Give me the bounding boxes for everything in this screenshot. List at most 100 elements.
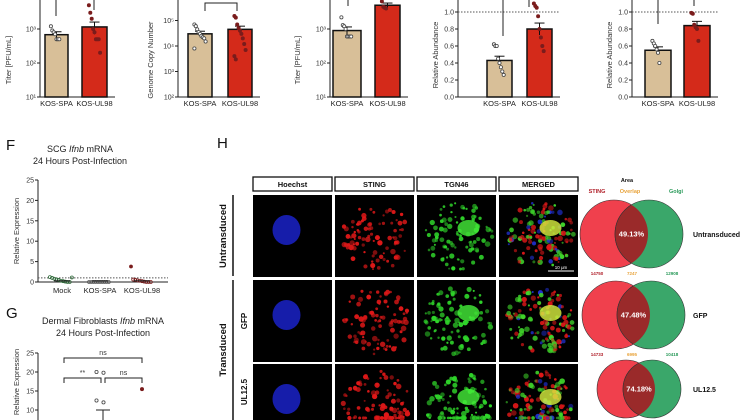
fluorescence-puncta xyxy=(448,300,452,304)
fluorescence-puncta xyxy=(518,410,524,416)
significance-bracket xyxy=(104,377,143,383)
fluorescence-puncta xyxy=(366,294,372,300)
y-axis-label: Genome Copy Number xyxy=(146,21,155,99)
panel-label-f: F xyxy=(6,137,15,154)
data-point xyxy=(240,36,245,41)
chart-subtitle: 24 Hours Post-Infection xyxy=(33,156,127,166)
fluorescence-puncta xyxy=(446,247,450,251)
fluorescence-puncta xyxy=(370,262,376,269)
fluorescence-puncta xyxy=(375,307,379,311)
fluorescence-puncta xyxy=(560,305,564,309)
fluorescence-puncta xyxy=(428,416,432,420)
fluorescence-puncta xyxy=(431,301,435,306)
fluorescence-puncta xyxy=(535,370,540,375)
fluorescence-puncta xyxy=(394,299,399,305)
fluorescence-puncta xyxy=(445,294,450,298)
fluorescence-puncta xyxy=(475,411,478,414)
category-label: KOS-UL98 xyxy=(521,99,557,108)
fluorescence-puncta xyxy=(485,225,488,229)
fluorescence-puncta xyxy=(404,308,410,313)
fluorescence-puncta xyxy=(423,319,428,324)
fluorescence-puncta xyxy=(481,339,486,344)
chart-title: SCG Ifnb mRNA xyxy=(47,144,113,154)
golgi-region xyxy=(539,305,562,321)
fluorescence-puncta xyxy=(488,321,493,326)
y-tick-label: 10⁴ xyxy=(163,44,174,51)
channel-header-box xyxy=(498,176,579,192)
fluorescence-puncta xyxy=(509,238,513,242)
fluorescence-puncta xyxy=(490,234,495,239)
fluorescence-puncta xyxy=(354,388,357,391)
fluorescence-puncta xyxy=(429,337,433,340)
fluorescence-puncta xyxy=(538,416,543,420)
fluorescence-puncta xyxy=(385,246,389,250)
significance-bracket xyxy=(204,2,238,11)
data-point xyxy=(538,35,543,40)
fluorescence-puncta xyxy=(383,299,388,304)
data-point xyxy=(501,72,506,77)
data-point xyxy=(50,276,54,280)
fluorescence-puncta xyxy=(469,240,473,244)
fluorescence-puncta xyxy=(353,237,356,241)
fluorescence-puncta xyxy=(447,217,453,223)
y-axis-label: Relative Expression xyxy=(12,349,21,415)
fluorescence-puncta xyxy=(471,208,476,213)
fluorescence-puncta xyxy=(481,332,486,338)
channel-header-tgn46: TGN46 xyxy=(444,180,468,189)
fluorescence-puncta xyxy=(341,318,345,322)
fluorescence-puncta xyxy=(372,335,378,342)
fluorescence-puncta xyxy=(372,250,378,255)
venn-ul12-5 xyxy=(596,359,682,419)
fluorescence-puncta xyxy=(526,225,531,230)
fluorescence-puncta xyxy=(525,214,529,217)
fluorescence-puncta xyxy=(541,404,546,410)
title-suffix: mRNA xyxy=(84,144,113,154)
fluorescence-puncta xyxy=(434,232,440,238)
fluorescence-puncta xyxy=(536,331,540,335)
y-tick-label: 0.6 xyxy=(618,44,628,51)
fluorescence-puncta xyxy=(436,292,439,296)
significance-label: ns xyxy=(120,370,128,377)
fluorescence-puncta xyxy=(506,231,511,236)
fluorescence-puncta xyxy=(566,416,571,420)
fluorescence-puncta xyxy=(457,335,461,339)
fluorescence-puncta xyxy=(507,243,510,246)
y-tick-label: 0.0 xyxy=(618,95,628,102)
fluorescence-puncta xyxy=(466,286,472,293)
fluorescence-puncta xyxy=(532,335,538,341)
fluorescence-puncta xyxy=(559,378,565,384)
fluorescence-puncta xyxy=(569,220,573,225)
fluorescence-puncta xyxy=(526,207,531,212)
fluorescence-puncta xyxy=(386,259,390,263)
fluorescence-puncta xyxy=(348,244,354,251)
golgi-region xyxy=(539,220,562,236)
fluorescence-puncta xyxy=(364,416,368,420)
fluorescence-puncta xyxy=(376,346,380,351)
fluorescence-puncta xyxy=(519,220,523,225)
fluorescence-puncta xyxy=(391,209,396,215)
fluorescence-puncta xyxy=(509,227,514,233)
fluorescence-puncta xyxy=(506,310,512,316)
fluorescence-puncta xyxy=(354,314,360,320)
fluorescence-puncta xyxy=(440,392,445,397)
golgi-region xyxy=(457,305,480,321)
fluorescence-puncta xyxy=(356,406,361,410)
bar-kos-ul98 xyxy=(81,26,108,98)
fluorescence-puncta xyxy=(548,407,554,413)
y-axis-label: Titer [PFU/mL] xyxy=(4,36,13,84)
fluorescence-puncta xyxy=(427,310,431,315)
fluorescence-puncta xyxy=(434,384,440,390)
fluorescence-puncta xyxy=(478,254,484,260)
venn-gfp xyxy=(581,280,686,350)
fluorescence-puncta xyxy=(553,290,556,294)
fluorescence-puncta xyxy=(340,400,346,406)
fluorescence-puncta xyxy=(382,214,385,217)
fluorescence-puncta xyxy=(554,236,558,241)
fluorescence-puncta xyxy=(532,203,535,206)
data-point xyxy=(540,44,545,49)
fluorescence-puncta xyxy=(525,235,530,239)
y-tick-label: 0.8 xyxy=(618,27,628,34)
fluorescence-puncta xyxy=(461,267,465,271)
fluorescence-puncta xyxy=(405,389,409,393)
micrograph-sting xyxy=(335,280,414,362)
